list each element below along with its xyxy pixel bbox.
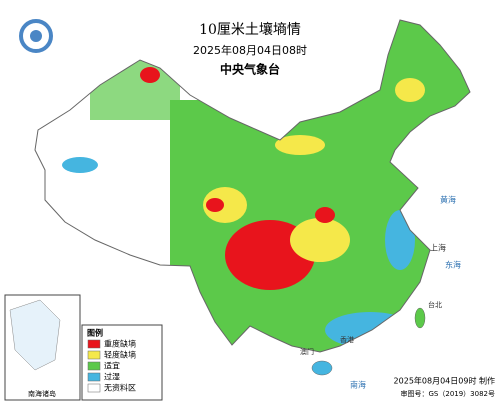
place: 东海 — [445, 260, 461, 270]
border — [34, 19, 471, 353]
taiwan — [414, 307, 426, 329]
legend-label: 过湿 — [104, 372, 120, 382]
footer-made: 2025年08月04日09时 制作 — [394, 376, 495, 386]
place: 上海 — [430, 243, 446, 253]
legend-title: 图例 — [87, 328, 103, 338]
title: 10厘米土壤墒情 — [199, 21, 301, 38]
legend-swatch — [87, 383, 101, 393]
legend-label: 轻度缺墒 — [104, 350, 136, 360]
hainan — [311, 360, 333, 376]
place: 台北 — [428, 300, 442, 309]
legend-label: 无资料区 — [104, 383, 136, 393]
legend-swatch — [87, 372, 101, 382]
inset-label: 南海诸岛 — [28, 389, 56, 398]
footer-approval: 审图号：GS（2019）3082号 — [401, 389, 496, 398]
place: 黄海 — [440, 195, 456, 205]
legend-label: 适宜 — [104, 361, 120, 371]
legend-label: 重度缺墒 — [104, 339, 136, 349]
logo — [19, 19, 53, 53]
place: 香港 — [340, 335, 354, 344]
datetime: 2025年08月04日08时 — [193, 43, 307, 57]
issuer: 中央气象台 — [220, 62, 280, 77]
legend-swatch — [87, 361, 101, 371]
place: 南海 — [350, 380, 366, 390]
place: 澳门 — [300, 347, 314, 356]
inset: 南海诸岛 — [4, 294, 81, 401]
legend-swatch — [87, 339, 101, 349]
legend-swatch — [87, 350, 101, 360]
